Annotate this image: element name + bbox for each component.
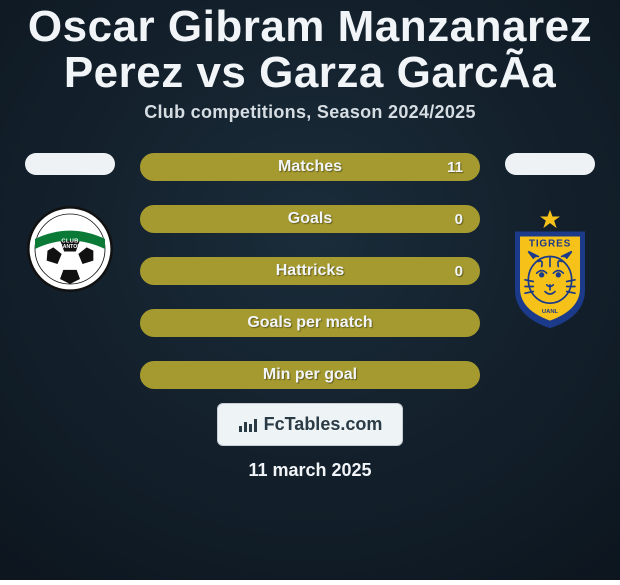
left-player-column: CLUB SANTOS bbox=[10, 153, 130, 293]
generation-date: 11 march 2025 bbox=[248, 460, 371, 481]
svg-text:UANL: UANL bbox=[542, 310, 559, 316]
svg-text:TIGRES: TIGRES bbox=[529, 239, 571, 250]
stat-bar: Hattricks 0 bbox=[140, 257, 480, 285]
stat-value-right: 11 bbox=[447, 159, 463, 176]
stat-bar: Goals per match bbox=[140, 309, 480, 337]
svg-text:SANTOS: SANTOS bbox=[59, 245, 81, 251]
stat-value-right: 0 bbox=[455, 263, 463, 280]
watermark-text: FcTables.com bbox=[264, 414, 383, 435]
stat-bar: Min per goal bbox=[140, 361, 480, 389]
stat-bar: Matches 11 bbox=[140, 153, 480, 181]
right-player-column: TIGRES bbox=[490, 153, 610, 333]
stat-label: Min per goal bbox=[263, 366, 357, 384]
stats-column: Matches 11 Goals 0 Hattricks 0 Goals per match… bbox=[130, 153, 490, 389]
stat-bar: Goals 0 bbox=[140, 205, 480, 233]
comparison-body: CLUB SANTOS Matches11Goals0Hattricks0Goa… bbox=[0, 153, 620, 389]
stat-label: Goals per match bbox=[247, 314, 372, 332]
comparison-title: Oscar Gibram Manzanarez Perez vs Garza G… bbox=[0, 0, 620, 102]
right-club-crest: TIGRES bbox=[500, 205, 600, 333]
bar-chart-icon bbox=[238, 417, 258, 433]
stat-label: Hattricks bbox=[276, 262, 344, 280]
stat-label: Matches bbox=[278, 158, 342, 176]
stat-label: Goals bbox=[288, 210, 332, 228]
fctables-watermark: FcTables.com bbox=[217, 403, 404, 446]
right-player-name-pill bbox=[505, 153, 595, 175]
comparison-subtitle: Club competitions, Season 2024/2025 bbox=[144, 102, 476, 123]
left-club-crest: CLUB SANTOS bbox=[20, 205, 120, 293]
left-player-name-pill bbox=[25, 153, 115, 175]
stat-value-right: 0 bbox=[455, 211, 463, 228]
